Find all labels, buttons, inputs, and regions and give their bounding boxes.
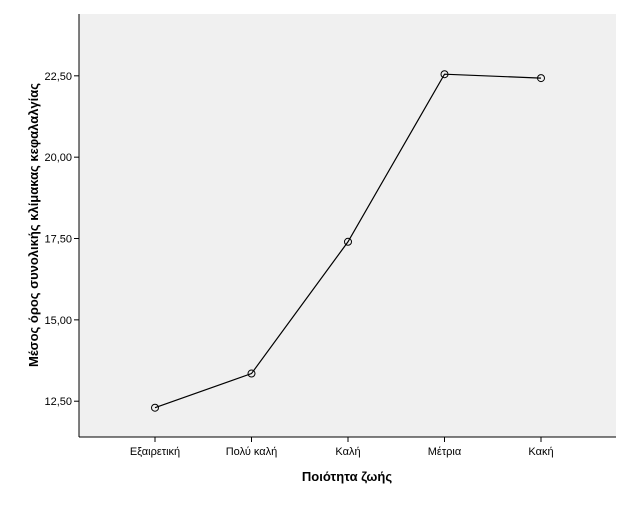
y-tick-label: 15,00 [44, 315, 72, 327]
data-point-marker [440, 70, 449, 79]
x-tick-label: Εξαιρετική [130, 446, 180, 458]
x-axis-title: Ποιότητα ζωής [302, 469, 392, 484]
y-tick-label: 22,50 [44, 71, 72, 83]
series-layer [151, 70, 545, 412]
y-axis-title: Μέσος όρος συνολικής κλίμακας κεφαλαλγία… [26, 83, 41, 367]
y-tick-label: 17,50 [44, 234, 72, 246]
plot-area [79, 14, 616, 437]
data-point-marker [247, 369, 256, 378]
y-tick-label: 20,00 [44, 152, 72, 164]
data-point-marker [344, 237, 352, 246]
data-point-marker [151, 403, 159, 412]
axes: 12,50 15,00 17,50 20,00 22,50 Εξαιρετική Πολύ … [44, 14, 616, 458]
x-tick-label: Πολύ καλή [226, 446, 278, 458]
x-tick-label: Κακή [528, 446, 553, 458]
x-tick-label: Καλή [335, 446, 360, 458]
x-tick-label: Μέτρια [428, 446, 462, 458]
series-line [154, 73, 542, 409]
y-tick-label: 12,50 [44, 396, 72, 408]
data-point-marker [537, 74, 545, 83]
